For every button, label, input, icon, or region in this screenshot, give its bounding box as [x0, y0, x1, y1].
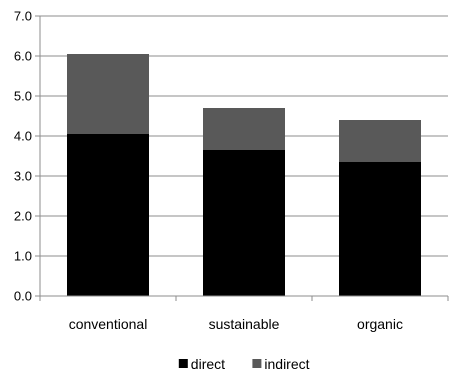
bar-direct-conventional — [67, 134, 149, 296]
x-category-label: organic — [357, 316, 403, 332]
y-tick-label: 2.0 — [14, 209, 32, 224]
legend: direct indirect — [178, 356, 310, 372]
x-category-label: sustainable — [209, 316, 280, 332]
legend-label-indirect: indirect — [264, 356, 309, 372]
legend-swatch-indirect — [252, 359, 262, 368]
legend-swatch-direct — [178, 359, 188, 368]
bar-direct-organic — [339, 162, 421, 296]
axes — [39, 16, 448, 297]
y-tick-label: 3.0 — [14, 169, 32, 184]
y-tick-label: 7.0 — [14, 9, 32, 24]
legend-label-direct: direct — [191, 356, 225, 372]
bar-direct-sustainable — [203, 150, 285, 296]
x-category-label: conventional — [69, 316, 148, 332]
y-tick-label: 5.0 — [14, 89, 32, 104]
bar-indirect-sustainable — [203, 108, 285, 150]
y-tick-label: 6.0 — [14, 49, 32, 64]
y-tick-label: 0.0 — [14, 289, 32, 304]
y-tick-label: 4.0 — [14, 129, 32, 144]
x-axis-ticks: conventional sustainable organic — [39, 296, 449, 332]
bars — [67, 54, 421, 296]
y-tick-label: 1.0 — [14, 249, 32, 264]
bar-indirect-organic — [339, 120, 421, 162]
bar-indirect-conventional — [67, 54, 149, 134]
y-axis-ticks: 0.0 1.0 2.0 3.0 4.0 5.0 6.0 7.0 — [14, 9, 40, 304]
